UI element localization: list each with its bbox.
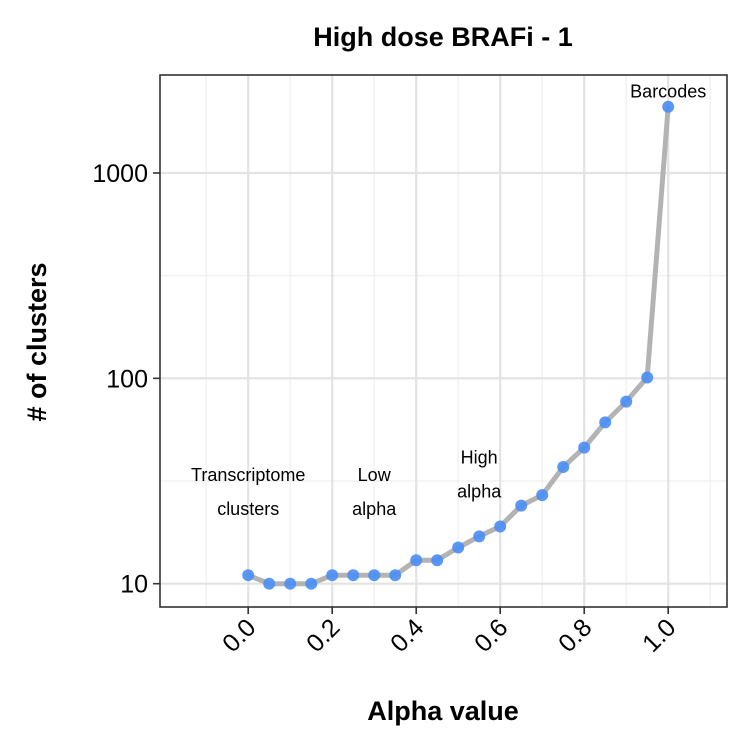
y-tick-label: 100 — [106, 365, 148, 393]
major-gridlines — [160, 75, 727, 607]
data-point — [578, 441, 591, 454]
x-tick-label: 0.6 — [469, 613, 513, 657]
annotation-label: clusters — [217, 499, 279, 519]
data-point — [473, 530, 486, 543]
annotation-label: Low — [358, 465, 392, 485]
annotation-label: Transcriptome — [191, 465, 305, 485]
annotation-label: alpha — [457, 482, 502, 502]
data-point — [284, 577, 297, 590]
annotations: Transcriptome clusters Low alpha High alpha Ba… — [191, 81, 706, 519]
minor-gridlines — [160, 75, 727, 607]
y-tick-label: 10 — [120, 571, 148, 599]
x-axis-ticks: 0.0 0.2 0.4 0.6 0.8 1.0 — [217, 607, 681, 658]
data-point — [515, 499, 528, 512]
y-axis-title: # of clusters — [22, 262, 52, 421]
data-point — [431, 554, 444, 567]
data-point — [326, 569, 339, 582]
x-tick-label: 0.8 — [553, 613, 597, 657]
x-axis-title: Alpha value — [367, 696, 519, 726]
annotation-label: Barcodes — [630, 81, 706, 101]
x-tick-label: 0.0 — [217, 613, 261, 657]
data-point — [305, 577, 318, 590]
x-tick-label: 1.0 — [637, 613, 681, 657]
data-point — [536, 489, 549, 502]
annotation-label: alpha — [352, 499, 397, 519]
y-tick-label: 1000 — [92, 160, 148, 188]
data-point — [494, 520, 507, 533]
y-axis-ticks: 10 100 1000 — [92, 160, 160, 599]
data-point — [389, 569, 402, 582]
data-point — [347, 569, 360, 582]
data-point — [620, 395, 633, 408]
data-point — [452, 541, 465, 554]
plot-panel-border — [159, 74, 728, 608]
data-point — [242, 569, 255, 582]
data-point — [599, 416, 612, 429]
annotation-label: High — [461, 448, 498, 468]
data-point — [263, 577, 276, 590]
x-tick-label: 0.2 — [301, 613, 345, 657]
x-tick-label: 0.4 — [385, 613, 429, 657]
data-point — [368, 569, 381, 582]
data-point — [557, 461, 570, 474]
data-point — [662, 100, 675, 113]
data-point — [410, 554, 423, 567]
chart-title: High dose BRAFi - 1 — [313, 22, 573, 52]
data-points — [242, 100, 675, 590]
data-point — [641, 371, 654, 384]
